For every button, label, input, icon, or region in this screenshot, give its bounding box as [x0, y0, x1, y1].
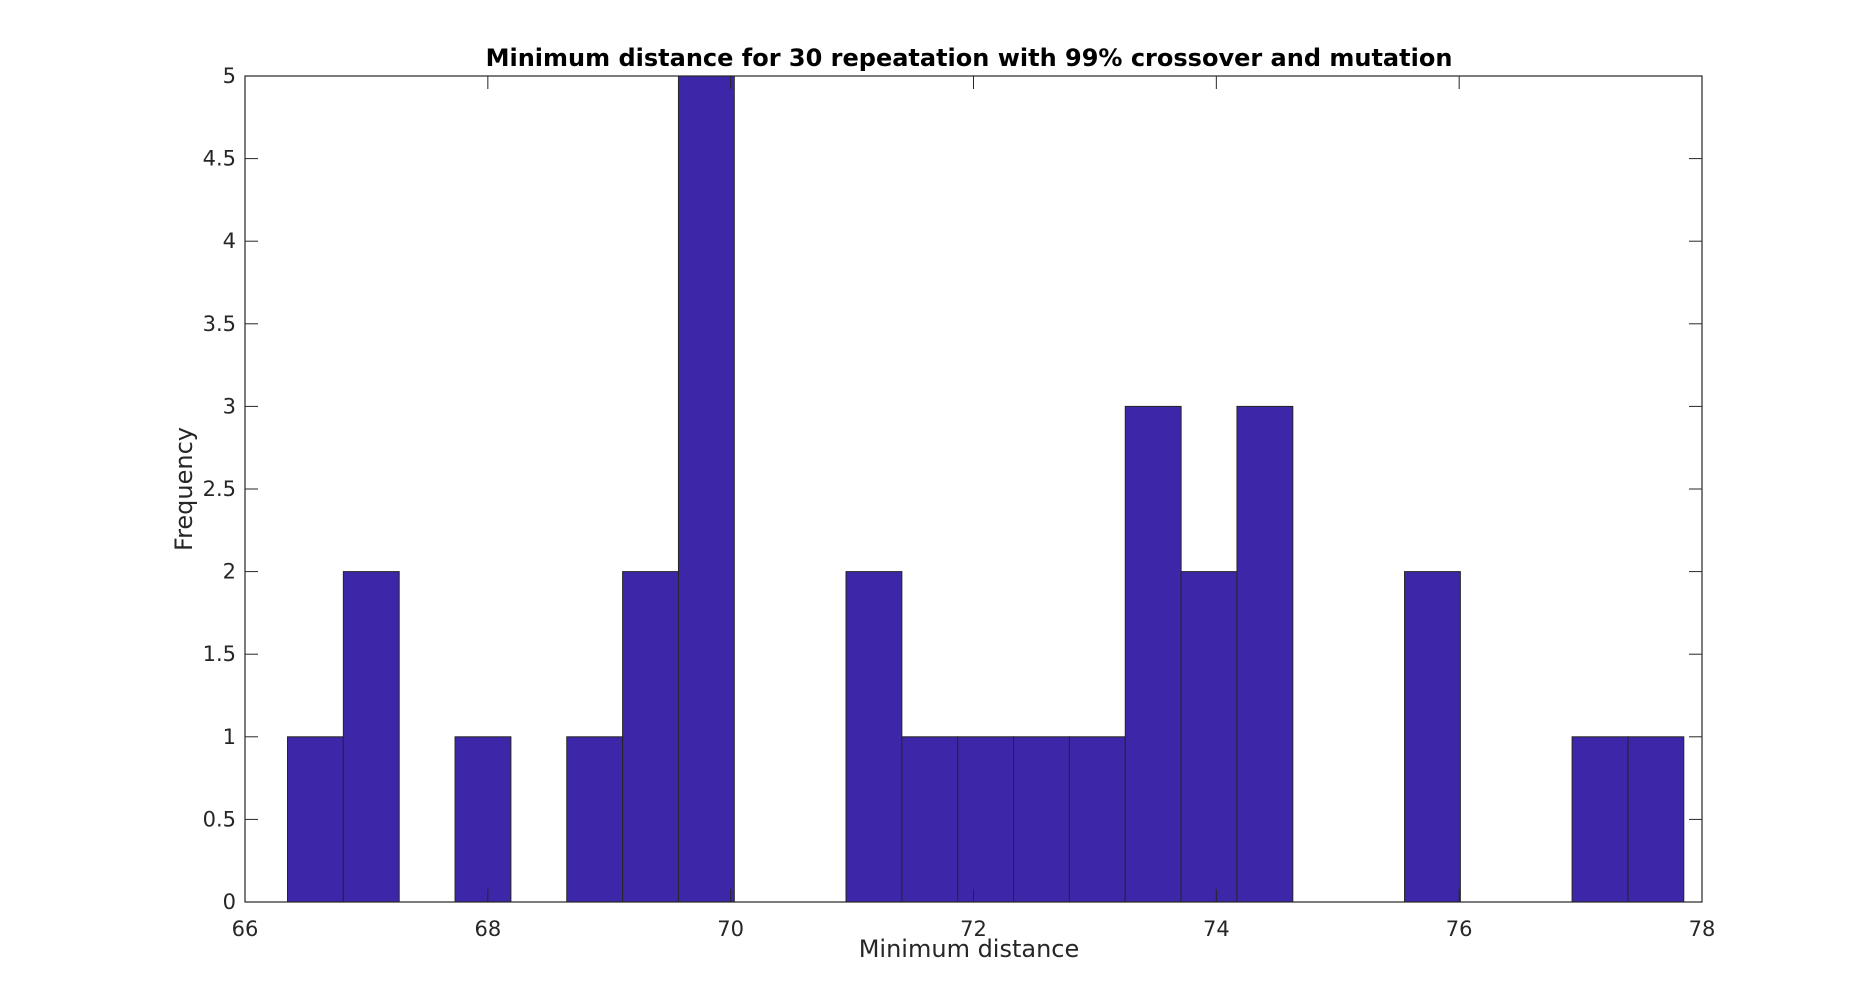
histogram-bar-14: [1068, 736, 1126, 903]
y-tick-label-3: 1.5: [203, 642, 236, 666]
histogram-bar-24: [1627, 736, 1685, 903]
histogram-bar-12: [957, 736, 1015, 903]
histogram-bar-10: [845, 571, 903, 903]
histogram-bar-17: [1236, 405, 1294, 903]
y-tick-label-8: 4: [223, 229, 236, 253]
y-tick-label-2: 1: [223, 725, 236, 749]
y-tick-label-7: 3.5: [203, 312, 236, 336]
tick-labels-group: 66 68 70 72 74 76 78 0 0.5 1 1.5 2 2.5 3 3.5 4 4.5 5: [203, 64, 1716, 941]
histogram-bar-16: [1180, 571, 1238, 903]
histogram-bar-20: [1404, 571, 1461, 903]
x-tick-label-3: 72: [960, 917, 987, 941]
histogram-bar-6: [622, 571, 679, 903]
x-tick-label-5: 76: [1446, 917, 1473, 941]
x-tick-label-6: 78: [1689, 917, 1716, 941]
x-axis-label: Minimum distance: [859, 935, 1080, 963]
bars-group: [287, 75, 1685, 903]
histogram-bar-23: [1571, 736, 1629, 903]
histogram-bar-5: [566, 736, 624, 903]
histogram-bar-0: [287, 736, 344, 903]
x-tick-label-1: 68: [474, 917, 501, 941]
x-tick-label-0: 66: [232, 917, 259, 941]
y-tick-label-6: 3: [223, 394, 236, 418]
y-tick-label-5: 2.5: [203, 477, 236, 501]
y-tick-label-9: 4.5: [203, 147, 236, 171]
ticks-group: [244, 75, 1703, 903]
histogram-bar-15: [1124, 405, 1182, 903]
y-tick-label-0: 0: [223, 890, 236, 914]
x-tick-label-2: 70: [717, 917, 744, 941]
histogram-bar-13: [1013, 736, 1070, 903]
histogram-bar-11: [901, 736, 959, 903]
histogram-bar-7: [677, 75, 735, 903]
y-axis-label: Frequency: [170, 427, 198, 551]
y-tick-label-10: 5: [223, 64, 236, 88]
y-tick-label-1: 0.5: [203, 807, 236, 831]
x-tick-label-4: 74: [1203, 917, 1230, 941]
histogram-bar-1: [342, 571, 400, 903]
y-tick-label-4: 2: [223, 560, 236, 584]
chart-title: Minimum distance for 30 repeatation with…: [486, 44, 1453, 72]
histogram-bar-3: [454, 736, 512, 903]
